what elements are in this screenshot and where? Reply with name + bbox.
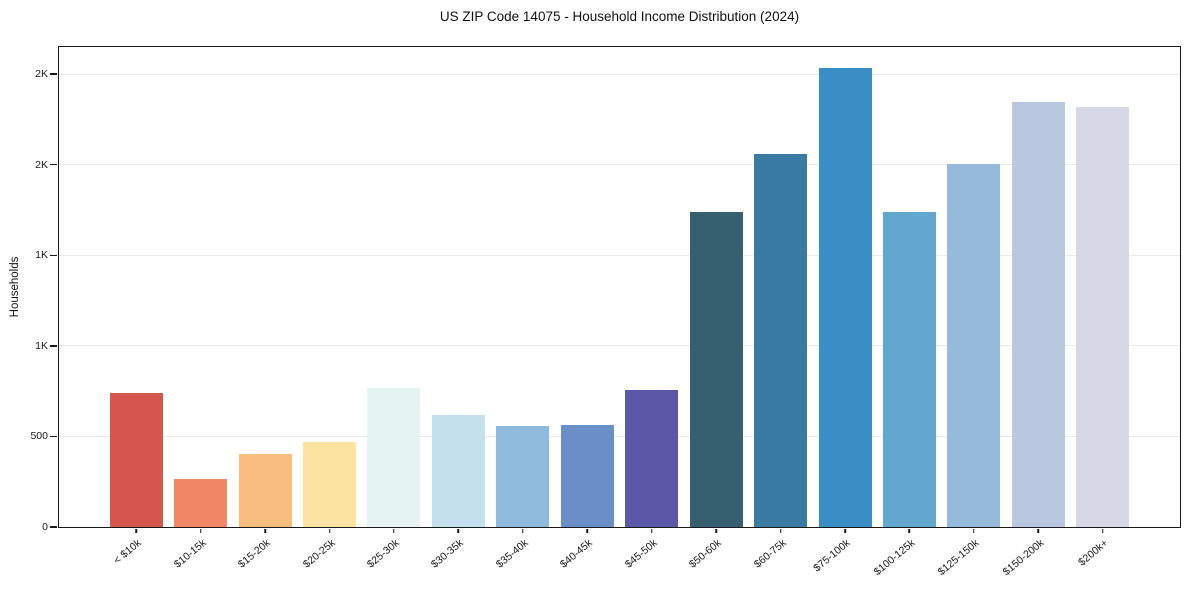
x-tick-mark	[586, 528, 589, 534]
x-tick-label-60-75k: $60-75k	[751, 537, 789, 571]
x-tick-label-125-150k: $125-150k	[935, 537, 982, 579]
bar-slot-20-25k: $20-25k	[297, 47, 361, 571]
x-tick-mark	[457, 528, 460, 534]
x-tick-label-45-50k: $45-50k	[622, 537, 660, 571]
y-tick-label: 1K	[35, 339, 48, 352]
bar-slot-25-30k: $25-30k	[362, 47, 426, 571]
y-tick-label: 1K	[35, 249, 48, 262]
x-tick-mark	[199, 528, 202, 534]
bar-75-100k	[818, 67, 872, 527]
x-tick-label-50-60k: $50-60k	[687, 537, 724, 571]
gridline	[59, 164, 1180, 166]
chart-title: US ZIP Code 14075 - Household Income Dis…	[439, 9, 800, 24]
y-tick-mark	[50, 435, 57, 438]
y-tick-mark	[50, 164, 57, 166]
x-tick-label-15-20k: $15-20k	[236, 537, 273, 571]
x-tick-label-25-30k: $25-30k	[364, 537, 402, 571]
gridline	[59, 435, 1180, 437]
x-tick-label-40-45k: $40-45k	[558, 537, 595, 571]
bar-30-35k	[431, 414, 485, 527]
bar-40-45k	[560, 424, 614, 527]
y-tick-mark	[50, 254, 57, 257]
x-tick-mark	[844, 528, 846, 534]
bar-slot-100-125k: $100-125k	[871, 47, 941, 578]
bar-200k	[1076, 106, 1130, 527]
bar-50-60k	[689, 211, 743, 527]
y-tick-label: 2K	[35, 68, 48, 81]
bar-slot-75-100k: $75-100k	[811, 47, 877, 574]
x-tick-mark	[393, 528, 395, 534]
x-tick-label-20-25k: $20-25k	[300, 537, 338, 571]
bar-35-40k	[496, 426, 550, 527]
x-tick-mark	[1037, 528, 1040, 534]
x-tick-label-10k: < $10k	[111, 537, 144, 567]
y-tick-mark	[50, 73, 57, 75]
y-tick-label: 2K	[35, 158, 48, 171]
y-tick-mark	[50, 526, 57, 528]
y-tick-mark	[50, 345, 57, 347]
bar-slot-150-200k: $150-200k	[1000, 47, 1070, 578]
y-axis-label: Households	[9, 256, 21, 318]
bar-slot-10k: < $10k	[104, 47, 168, 567]
x-tick-mark	[779, 528, 782, 534]
bar-10k	[109, 392, 163, 527]
plot-area: < $10k $10-15k $15-20k $20-25k $25-30k $30-35…	[30, 46, 1181, 578]
x-tick-label-100-125k: $100-125k	[871, 537, 918, 579]
x-tick-mark	[715, 528, 717, 534]
bar-slot-200k: $200k+	[1071, 47, 1135, 569]
bar-slot-35-40k: $35-40k	[491, 47, 555, 571]
bar-10-15k	[174, 479, 228, 527]
gridline	[59, 345, 1180, 347]
bar-60-75k	[754, 153, 808, 527]
x-tick-mark	[328, 528, 331, 534]
bar-25-30k	[367, 387, 421, 527]
bar-slot-15-20k: $15-20k	[233, 47, 297, 571]
bar-slot-45-50k: $45-50k	[620, 47, 684, 571]
x-tick-label-35-40k: $35-40k	[493, 537, 531, 571]
gridline	[59, 254, 1180, 256]
x-tick-mark	[973, 528, 975, 534]
bar-20-25k	[303, 441, 357, 527]
y-tick-label: 0	[42, 521, 48, 533]
x-tick-mark	[264, 528, 266, 534]
x-tick-mark	[908, 528, 911, 534]
x-tick-label-150-200k: $150-200k	[1000, 537, 1047, 579]
bar-slot-60-75k: $60-75k	[748, 47, 812, 571]
x-tick-mark	[135, 528, 137, 534]
x-tick-label-10-15k: $10-15k	[171, 537, 209, 571]
bar-100-125k	[882, 211, 936, 527]
bar-slot-40-45k: $40-45k	[555, 47, 619, 571]
x-tick-label-200k: $200k+	[1076, 537, 1111, 569]
x-tick-mark	[522, 528, 524, 534]
y-tick-label: 500	[30, 430, 48, 443]
bar-15-20k	[238, 453, 292, 527]
x-tick-label-30-35k: $30-35k	[429, 537, 467, 571]
bar-slot-50-60k: $50-60k	[684, 47, 748, 571]
bar-125-150k	[947, 163, 1001, 527]
bar-150-200k	[1011, 102, 1065, 527]
x-tick-label-75-100k: $75-100k	[811, 537, 853, 575]
bar-slot-30-35k: $30-35k	[426, 47, 490, 571]
bar-slot-125-150k: $125-150k	[936, 47, 1006, 578]
x-tick-mark	[1102, 528, 1104, 534]
x-tick-mark	[650, 528, 653, 534]
gridline	[59, 73, 1180, 75]
bar-45-50k	[625, 390, 679, 527]
bars-container: < $10k $10-15k $15-20k $20-25k $25-30k $30-35…	[59, 47, 1180, 578]
bar-slot-10-15k: $10-15k	[168, 47, 232, 571]
